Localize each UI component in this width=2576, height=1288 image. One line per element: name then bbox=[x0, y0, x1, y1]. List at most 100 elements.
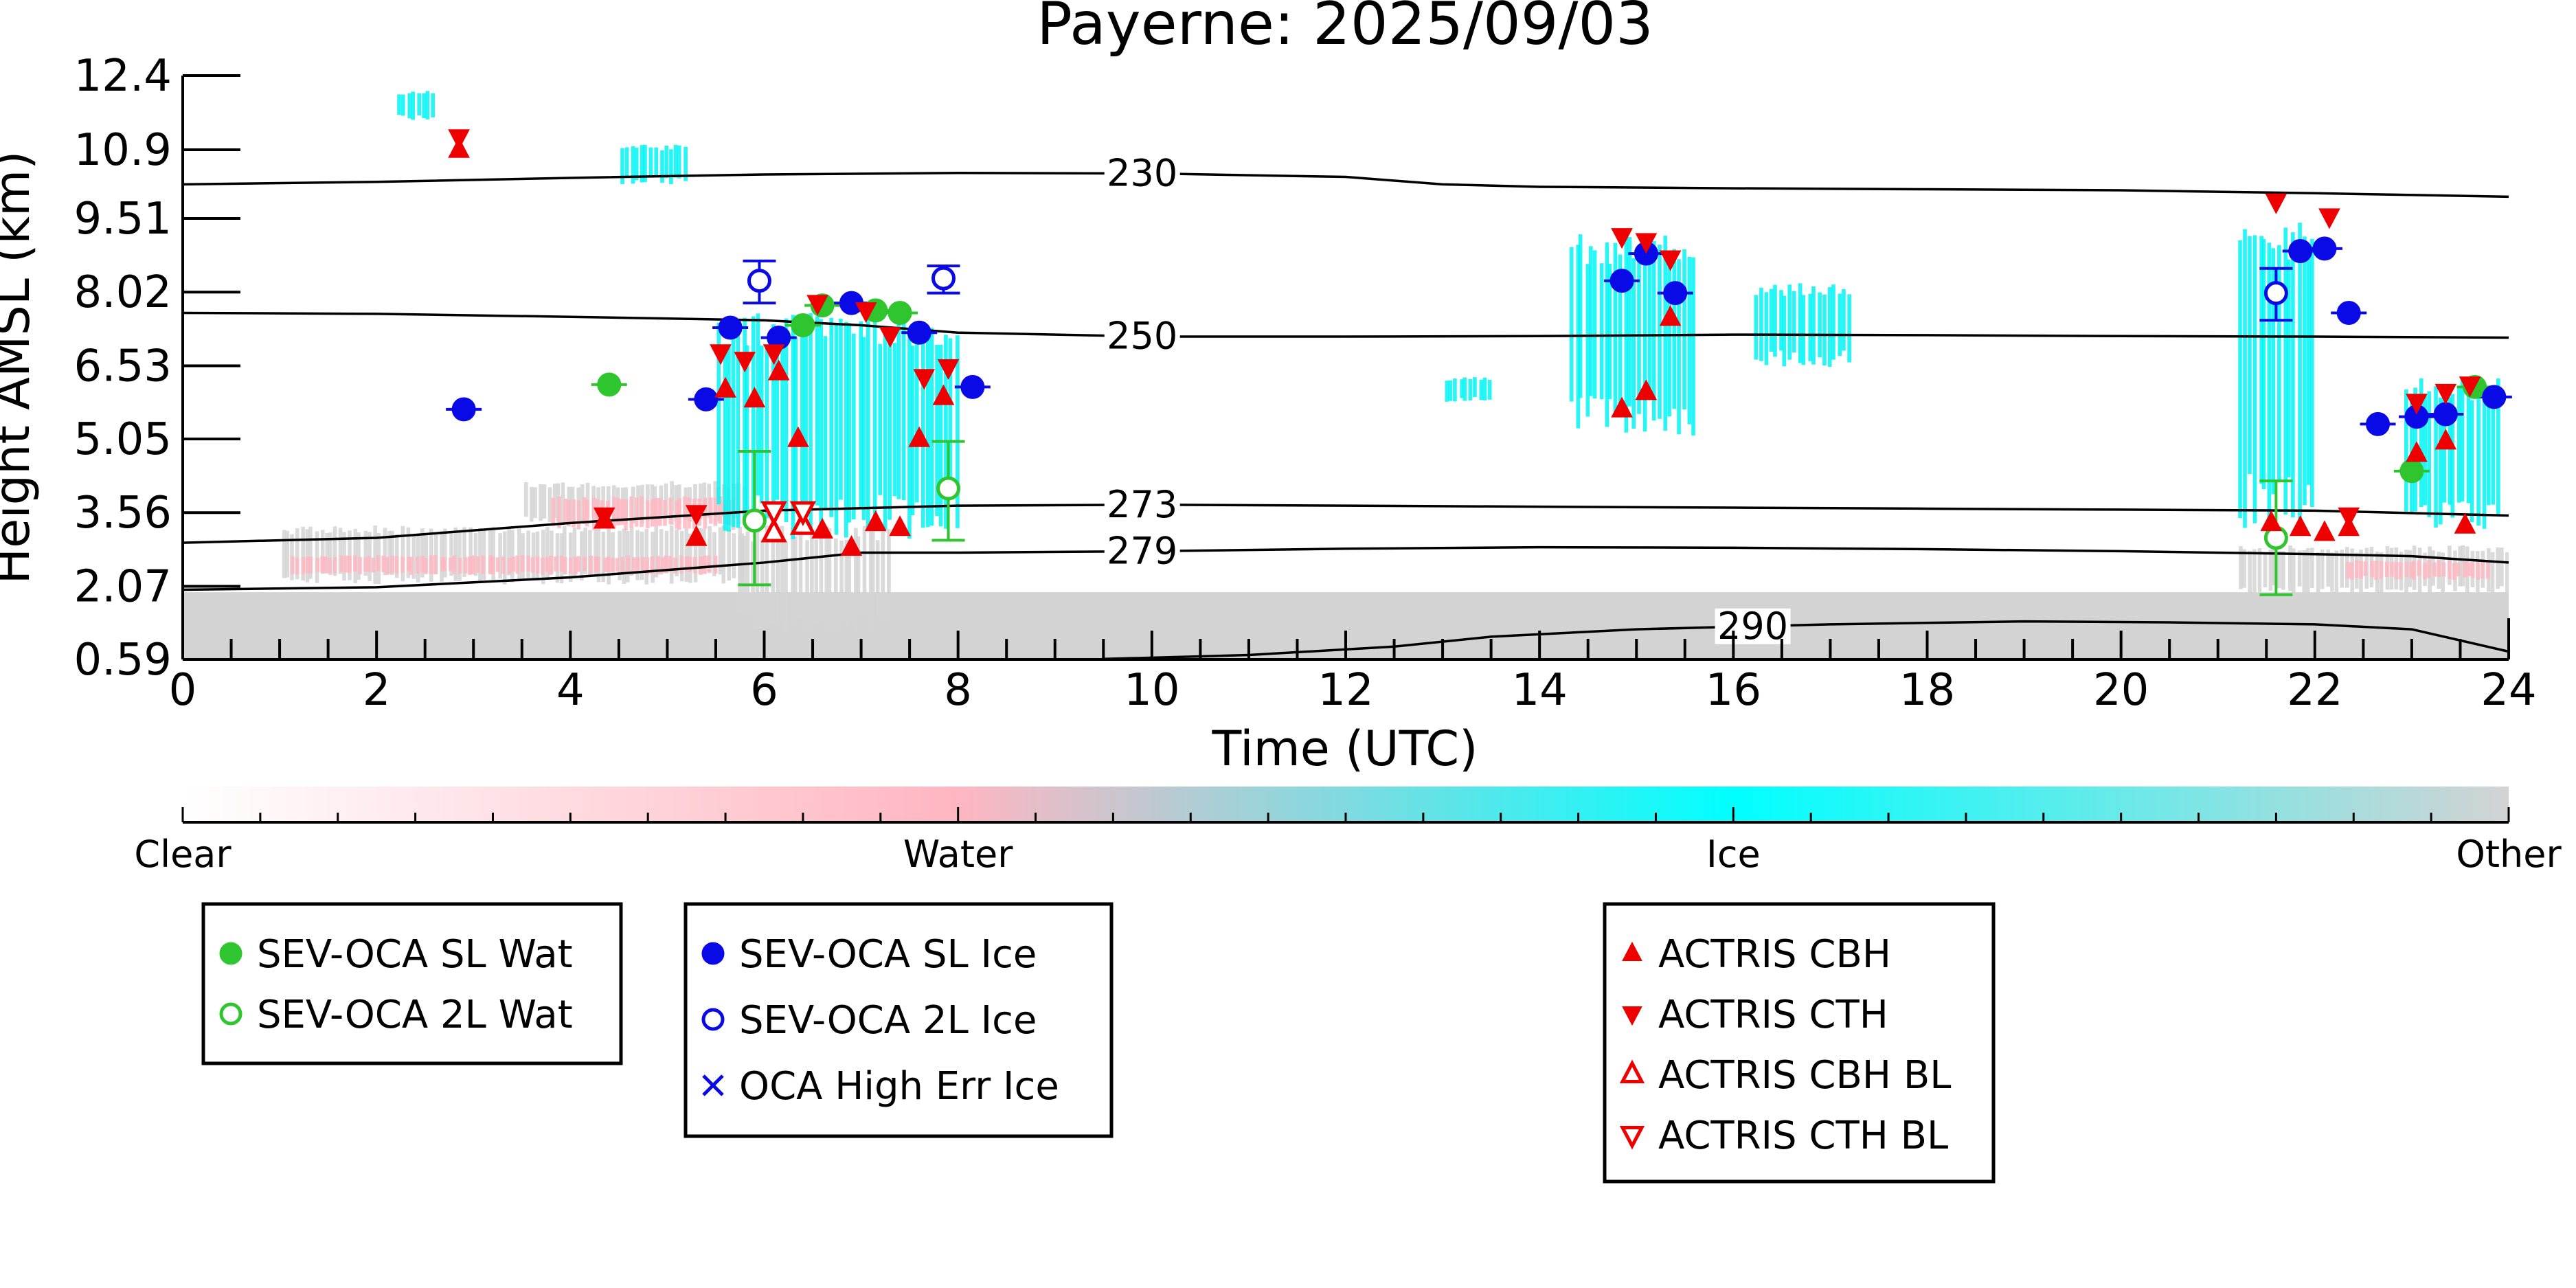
cloud-streak bbox=[2379, 561, 2384, 579]
cloud-streak bbox=[563, 526, 567, 574]
point-actris-cth bbox=[593, 507, 615, 528]
cloud-streak bbox=[588, 530, 592, 576]
x-tick-label: 20 bbox=[2093, 665, 2149, 716]
cloud-streak bbox=[2456, 563, 2461, 576]
cloud-streak bbox=[429, 555, 433, 574]
cloud-streak bbox=[765, 526, 769, 626]
cloud-streak bbox=[635, 557, 640, 573]
point-actris-cth bbox=[762, 344, 785, 365]
cloud-streak bbox=[2452, 563, 2456, 580]
data-markers bbox=[448, 129, 2507, 556]
cloud-streak bbox=[713, 497, 718, 526]
cloud-streak bbox=[468, 527, 473, 574]
cloud-streak bbox=[423, 558, 428, 574]
cloud-streak bbox=[453, 527, 458, 581]
point-actris-cth bbox=[937, 359, 960, 380]
cloud-region-water bbox=[2346, 560, 2490, 580]
cloud-streak bbox=[800, 315, 804, 512]
cloud-streak bbox=[1642, 242, 1647, 432]
cloud-streak bbox=[1592, 250, 1597, 399]
cloud-streak bbox=[793, 337, 798, 513]
cloud-streak bbox=[551, 497, 556, 526]
cloud-streak bbox=[631, 146, 635, 184]
cloud-streak bbox=[2496, 378, 2500, 515]
cloud-streak bbox=[615, 558, 620, 572]
cloud-streak bbox=[2412, 561, 2416, 580]
cloud-streak bbox=[1773, 284, 1777, 357]
cloud-streak bbox=[1647, 249, 1652, 399]
cloud-streak bbox=[640, 145, 644, 183]
cloud-streak bbox=[548, 555, 553, 575]
point-sev-oca-2l-ice bbox=[747, 269, 771, 293]
point-actris-cth-bl bbox=[789, 501, 817, 526]
cloud-streak bbox=[658, 497, 662, 526]
cloud-streak bbox=[407, 556, 411, 572]
x-tick-label: 18 bbox=[1899, 665, 1955, 716]
cloud-streak bbox=[585, 499, 589, 527]
cloud-streak bbox=[624, 499, 628, 531]
point-sev-oca-2l-ice bbox=[931, 266, 956, 291]
cloud-streak bbox=[2291, 548, 2296, 594]
cloud-streak bbox=[2476, 386, 2481, 526]
cloud-streak bbox=[1578, 234, 1583, 398]
cloud-streak bbox=[673, 557, 677, 574]
cloud-streak bbox=[424, 534, 429, 574]
point-sev-oca-2l-ice bbox=[2263, 281, 2288, 306]
cloud-streak bbox=[620, 148, 624, 185]
cloud-streak bbox=[635, 530, 640, 580]
cloud-streak bbox=[632, 557, 636, 574]
isotherm-label: 290 bbox=[1717, 605, 1788, 648]
cloud-streak bbox=[561, 482, 565, 524]
x-tick-label: 2 bbox=[363, 665, 391, 716]
cloud-streak bbox=[363, 530, 368, 576]
cloud-streak bbox=[315, 558, 320, 572]
cloud-streak bbox=[823, 336, 828, 510]
cloud-streak bbox=[2298, 223, 2302, 520]
point-actris-cth bbox=[2434, 383, 2457, 405]
cloud-streak bbox=[881, 526, 885, 622]
cloud-streak bbox=[668, 497, 673, 525]
cloud-streak bbox=[1599, 263, 1604, 400]
cloud-region-ice bbox=[620, 144, 688, 185]
cloud-streak bbox=[301, 556, 306, 574]
cloud-streak bbox=[526, 530, 530, 578]
point-actris-cbh bbox=[2289, 515, 2312, 536]
legend-label-sev-oca-sl-wat: SEV-OCA SL Wat bbox=[257, 932, 573, 977]
cloud-streak bbox=[944, 335, 948, 529]
cloud-streak bbox=[491, 527, 495, 580]
cloud-streak bbox=[2487, 399, 2491, 506]
cloud-streak bbox=[1658, 245, 1662, 419]
cloud-streak bbox=[542, 484, 547, 519]
cloud-streak bbox=[664, 146, 669, 179]
cloud-streak bbox=[745, 531, 750, 617]
cloud-streak bbox=[833, 538, 838, 633]
colorbar-label: Clear bbox=[134, 833, 231, 876]
cloud-streak bbox=[1462, 377, 1467, 401]
y-tick-label: 8.02 bbox=[74, 267, 172, 318]
cloud-streak bbox=[713, 555, 718, 574]
cloud-streak bbox=[2500, 547, 2504, 587]
cloud-streak bbox=[718, 496, 722, 524]
cloud-streak bbox=[390, 530, 394, 575]
cloud-streak bbox=[910, 346, 915, 516]
cloud-streak bbox=[872, 315, 877, 516]
isotherm-label-bg bbox=[1104, 533, 1180, 569]
cloud-streak bbox=[1637, 249, 1641, 414]
point-actris-cbh bbox=[685, 525, 708, 546]
point-actris-cth bbox=[448, 129, 470, 150]
point-actris-cth bbox=[1611, 228, 1633, 249]
colorbar-ticks: Clear Water Ice Other bbox=[134, 807, 2562, 876]
colorbar-label: Water bbox=[903, 833, 1013, 876]
cloud-streak bbox=[306, 556, 310, 574]
cloud-streak bbox=[1672, 249, 1677, 409]
cloud-streak bbox=[929, 328, 934, 526]
cloud-streak bbox=[634, 497, 639, 527]
cloud-streak bbox=[2346, 562, 2350, 579]
cloud-streak bbox=[567, 499, 571, 527]
cloud-streak bbox=[2404, 561, 2409, 578]
cloud-streak bbox=[2287, 259, 2291, 477]
cloud-streak bbox=[718, 527, 723, 575]
cloud-streak bbox=[654, 526, 659, 578]
